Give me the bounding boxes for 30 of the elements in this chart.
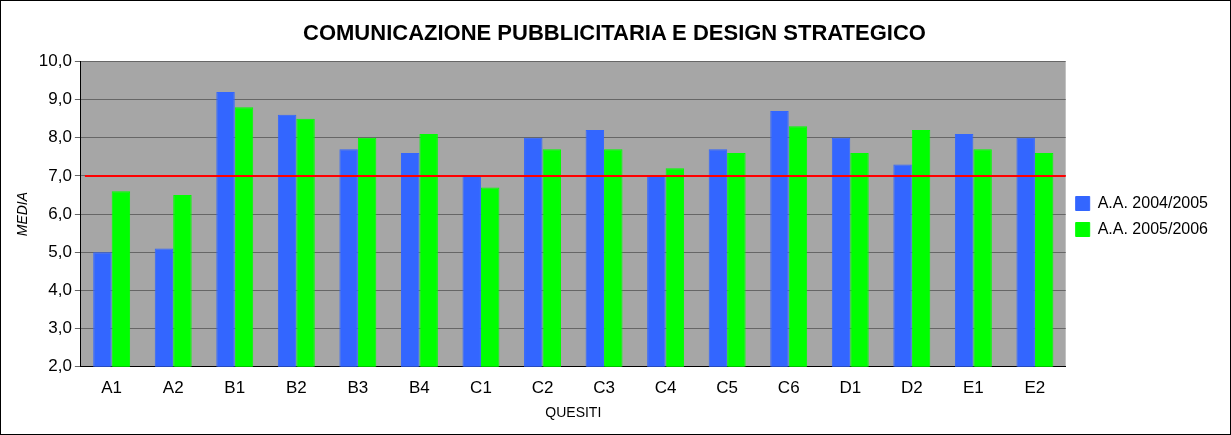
chart-title: COMUNICAZIONE PUBBLICITARIA E DESIGN STRATEGICO — [303, 20, 926, 46]
x-tick-label: B2 — [285, 377, 307, 397]
x-axis-title: QUESITI — [545, 404, 602, 421]
y-tick-label: 4,0 — [48, 280, 72, 300]
x-tick-label: C4 — [654, 377, 677, 397]
x-tick-label: E2 — [1024, 377, 1046, 397]
legend-label: A.A. 2005/2006 — [1097, 219, 1209, 237]
y-tick-label: 6,0 — [48, 203, 72, 223]
x-tick-label: D1 — [839, 377, 862, 397]
y-axis-title: MEDIA — [14, 191, 31, 237]
legend-label: A.A. 2004/2005 — [1097, 193, 1209, 211]
x-tick-label: C6 — [777, 377, 800, 397]
y-tick-label: 5,0 — [48, 241, 72, 261]
x-tick-label: C2 — [531, 377, 554, 397]
y-tick-label: 7,0 — [48, 165, 72, 185]
x-tick-label: B3 — [347, 377, 369, 397]
x-tick-label: B4 — [409, 377, 430, 397]
x-tick-label: C3 — [593, 377, 615, 397]
x-tick-label: A2 — [162, 377, 184, 397]
x-tick-label: D2 — [900, 377, 923, 397]
y-tick-label: 8,0 — [48, 127, 72, 147]
x-tick-label: A1 — [101, 377, 123, 397]
y-tick-label: 2,0 — [48, 356, 72, 376]
y-tick-label: 9,0 — [48, 89, 72, 109]
x-tick-label: C1 — [470, 377, 492, 397]
x-tick-label: C5 — [716, 377, 739, 397]
y-tick-label: 10,0 — [38, 51, 72, 71]
x-tick-label: B1 — [224, 377, 246, 397]
x-tick-label: E1 — [962, 377, 984, 397]
y-tick-label: 3,0 — [48, 318, 72, 338]
